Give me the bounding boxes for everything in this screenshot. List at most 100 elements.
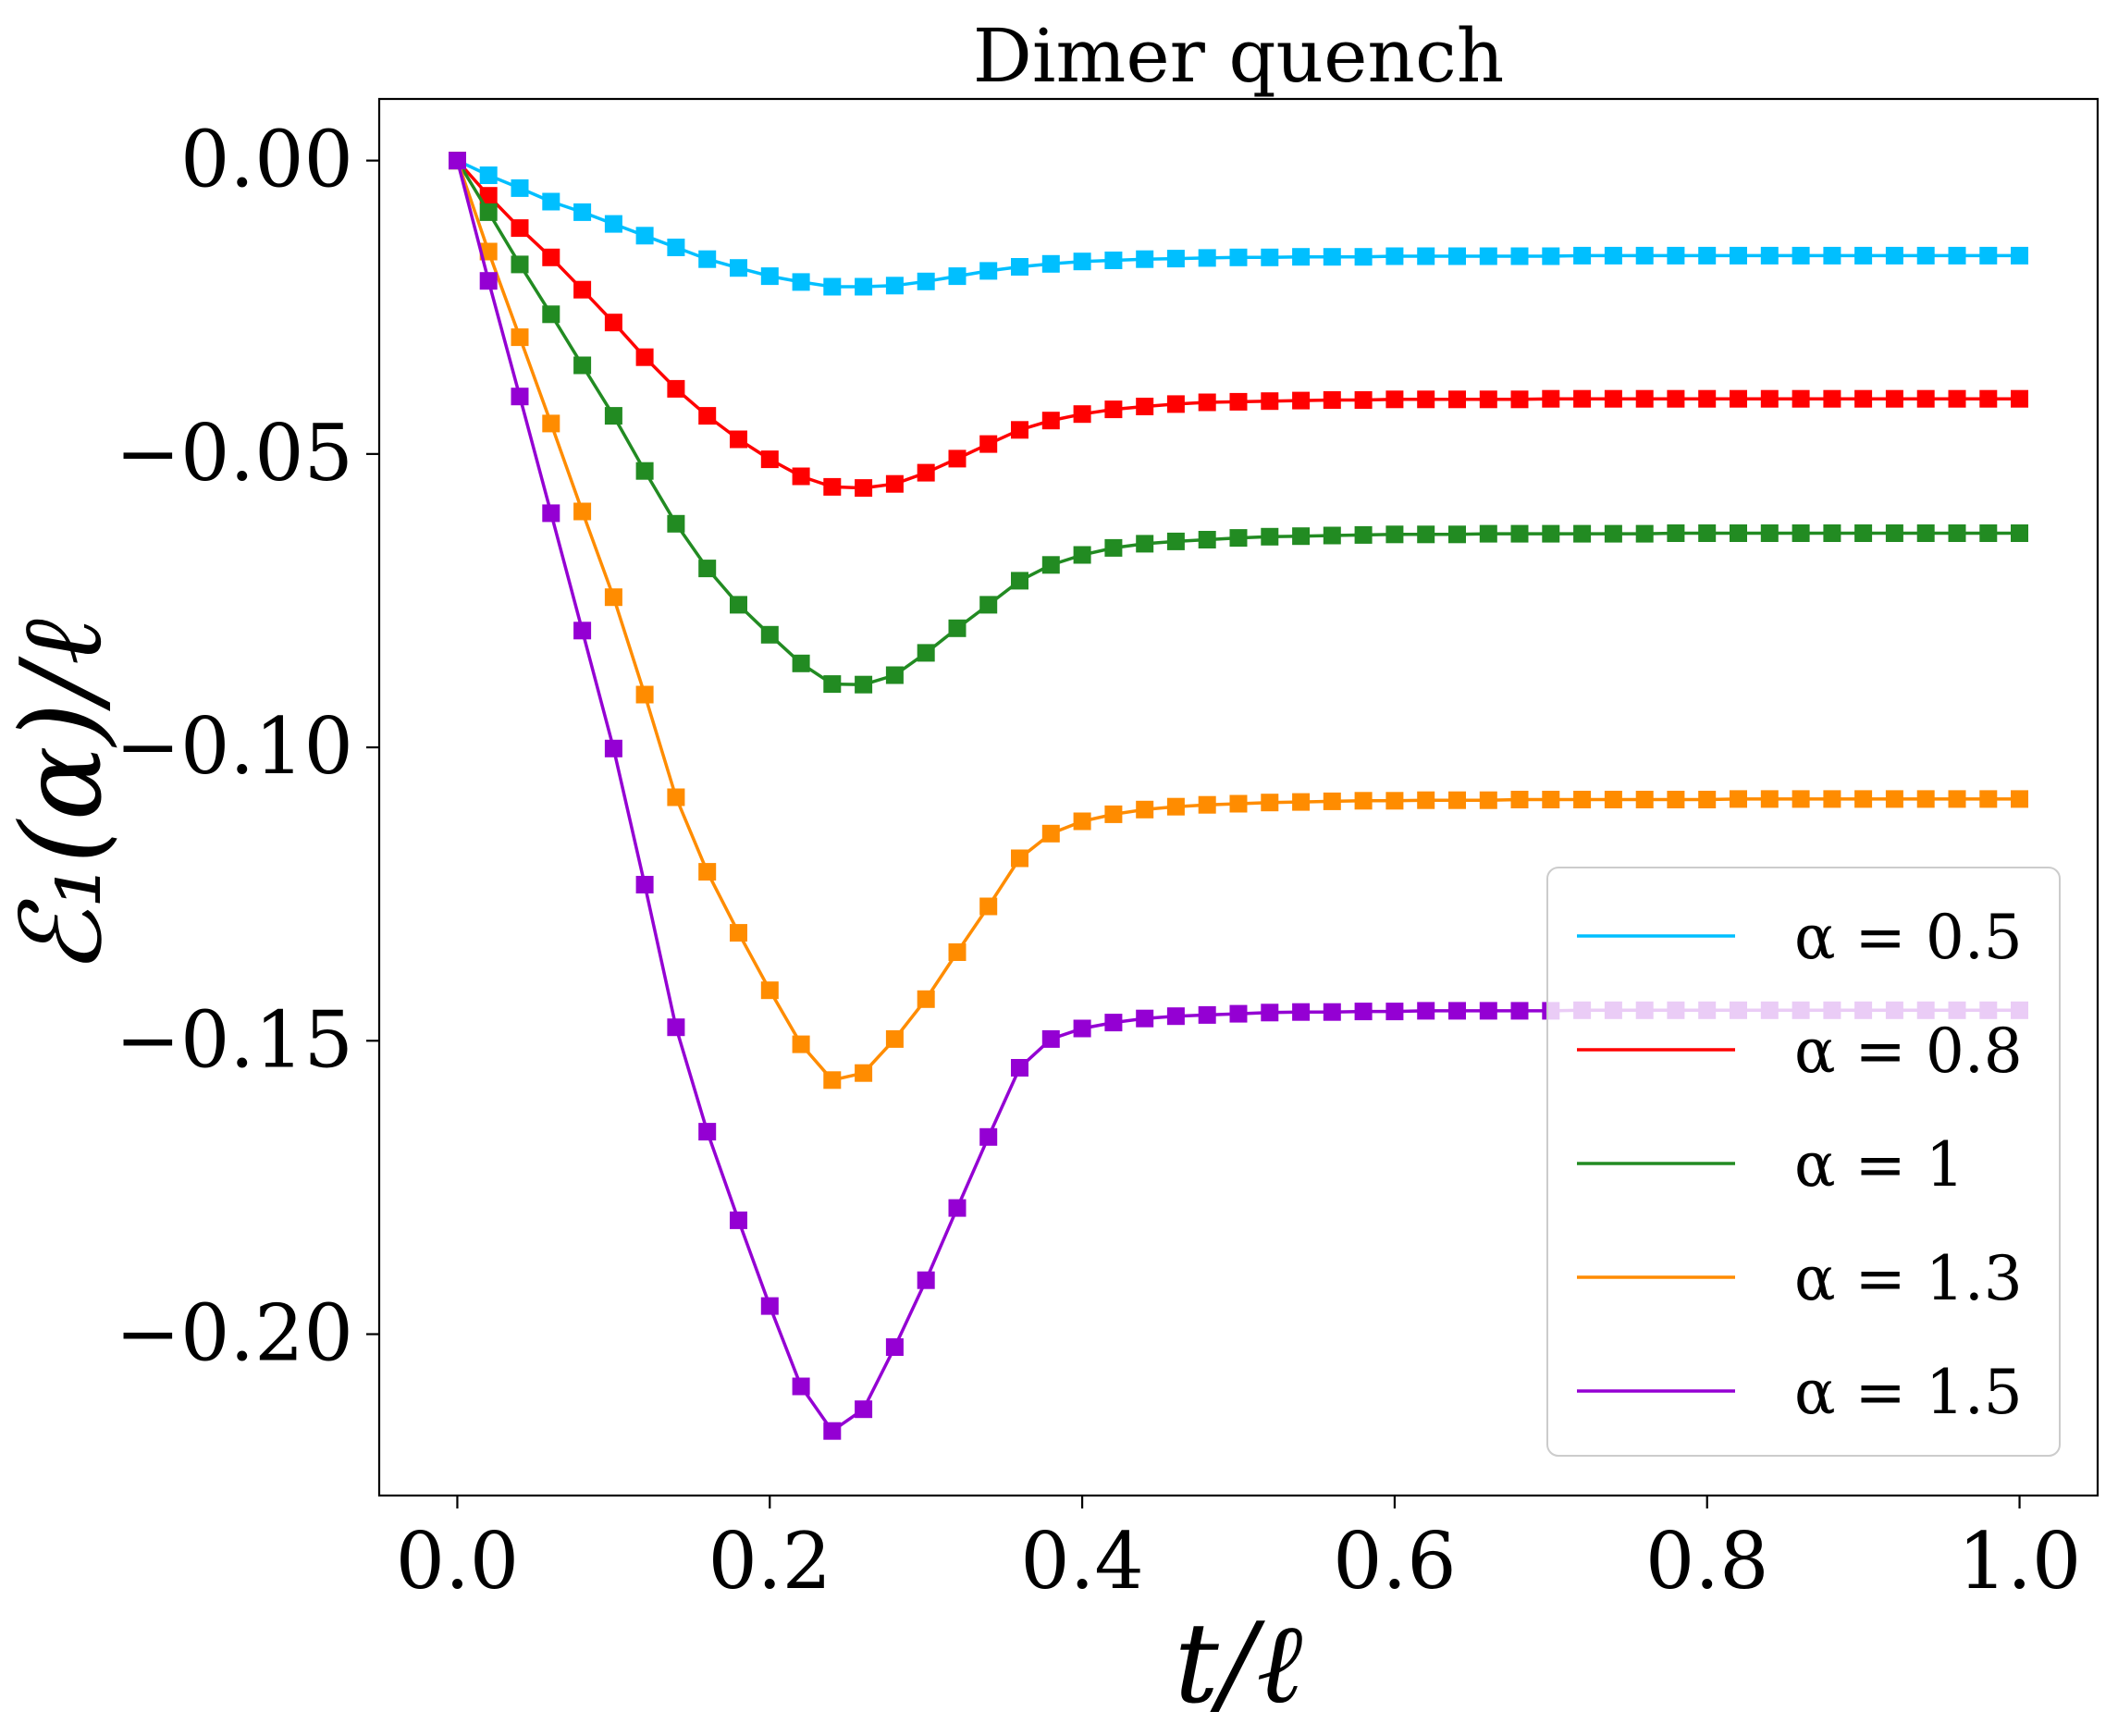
data-point [760,981,779,1000]
data-point [604,314,622,332]
data-point [573,502,592,521]
data-point [573,622,592,640]
data-point [1823,790,1841,808]
data-point [698,1123,717,1141]
data-point [1073,1019,1091,1038]
legend-box [1546,867,2061,1457]
data-point [885,474,904,493]
data-point [1292,1003,1311,1021]
data-point [635,227,654,245]
data-point [667,239,685,256]
data-point [542,414,560,433]
data-point [1730,790,1747,808]
y-tick-label: −0.20 [116,1288,353,1379]
data-point [1166,797,1185,816]
data-point [1198,531,1216,548]
data-point [979,262,998,280]
data-point [1635,524,1654,543]
data-point [1011,572,1028,590]
data-point [1979,246,1998,265]
data-point [1041,824,1060,843]
data-point [730,1211,747,1229]
data-point [1854,790,1873,808]
data-point [1385,792,1404,810]
data-point [698,863,717,881]
data-point [573,203,592,221]
data-point [604,739,622,757]
data-point [573,356,592,375]
data-point [1667,524,1685,542]
x-tick-label: 0.0 [396,1516,520,1607]
data-point [1979,389,1998,408]
data-point [792,1377,810,1396]
series-4 [449,152,2028,1090]
data-point [1604,246,1622,265]
data-point [542,248,560,266]
data-point [449,152,466,170]
data-point [479,272,498,290]
data-point [1542,524,1560,543]
data-point [948,943,967,961]
data-point [948,1199,967,1217]
data-point [1385,525,1404,544]
data-point [1573,389,1592,408]
legend-label: α = 0.5 [1794,902,2023,973]
data-point [1823,389,1841,408]
data-point [1166,1007,1185,1026]
data-point [542,504,560,523]
data-point [855,479,873,498]
data-point [1354,1003,1373,1021]
y-axis-label: ℰ₁(α)/ℓ [0,619,127,976]
data-point [1510,1002,1529,1020]
data-point [511,219,529,238]
data-point [1073,405,1091,424]
data-point [1916,790,1935,808]
data-point [1448,247,1466,265]
data-point [1198,795,1216,814]
data-point [1448,525,1466,544]
data-point [792,467,810,486]
data-point [979,1127,998,1146]
data-point [792,1035,810,1053]
data-point [948,267,967,286]
data-point [1323,1003,1341,1021]
data-point [542,192,560,211]
chart-title: Dimer quench [973,13,1505,99]
x-axis-label: t/ℓ [1175,1600,1303,1729]
data-point [1323,391,1341,409]
data-point [511,328,529,347]
data-point [479,203,498,221]
data-point [730,924,747,942]
data-point [1354,792,1373,810]
data-point [1448,390,1466,409]
plot-frame [377,97,2100,1497]
data-point [917,1271,935,1289]
data-point [1292,391,1311,410]
data-point [1854,524,1873,542]
data-point [1479,524,1497,543]
data-point [604,407,622,425]
data-point [1292,527,1311,546]
legend: α = 0.5 α = 0.8 α = 1 α = 1.3 α = 1.5 [1546,867,2061,1457]
data-point [1667,246,1685,265]
data-point [1198,1005,1216,1024]
legend-label: α = 1.3 [1794,1243,2023,1314]
data-point [1730,389,1747,408]
data-point [979,897,998,916]
data-point [1385,247,1404,265]
data-point [1948,524,1966,542]
data-point [1479,791,1497,809]
data-point [1635,246,1654,265]
data-point [1792,790,1810,808]
data-point [1136,800,1154,819]
data-point [1323,792,1341,810]
data-point [1323,248,1341,266]
data-point [1198,393,1216,412]
data-point [823,1071,842,1090]
data-point [1979,524,1998,542]
data-point [1136,1009,1154,1028]
data-point [2011,524,2028,542]
data-point [1948,790,1966,808]
data-point [885,666,904,684]
data-point [1448,1002,1466,1020]
